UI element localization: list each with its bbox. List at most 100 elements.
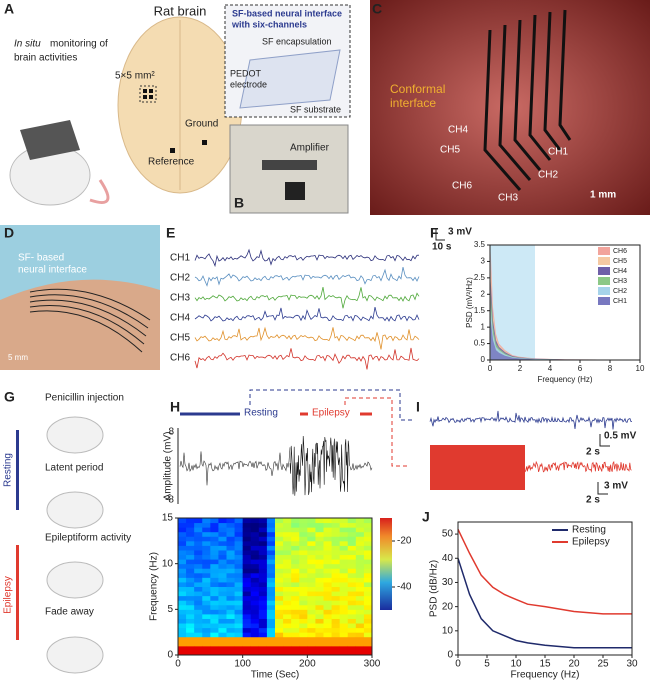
spectrogram-cell	[258, 540, 268, 546]
spectrogram-cell	[299, 586, 308, 592]
spectrogram-cell	[291, 572, 300, 578]
spectrogram-cell	[178, 563, 187, 569]
spectrogram-cell	[363, 595, 373, 601]
spectrogram-cell	[323, 531, 333, 537]
spectrogram-cell	[226, 572, 236, 578]
spectrogram-cell	[194, 613, 203, 619]
epilepsy-label: Epilepsy	[312, 408, 350, 419]
spectrogram-cell	[275, 632, 284, 638]
spectrogram-cell	[275, 613, 284, 619]
resting-label: Resting	[244, 408, 278, 419]
spectrogram-cell	[283, 554, 292, 560]
spectrogram-cell	[178, 536, 187, 542]
spectrogram-cell	[234, 623, 244, 629]
spectrogram-cell	[275, 591, 284, 597]
x-tick-label: 6	[578, 364, 583, 373]
spectrogram-cell	[218, 636, 227, 642]
psd-line	[457, 528, 632, 615]
spectrogram-cell	[283, 618, 292, 624]
spectrogram-cell	[194, 554, 203, 560]
spectrogram-cell	[299, 554, 308, 560]
spectrogram-cell	[363, 572, 373, 578]
spectrogram-cell	[218, 632, 227, 638]
spectrogram-cell	[275, 627, 284, 633]
spectrogram-cell	[315, 536, 324, 542]
spectrogram-cell	[250, 549, 260, 556]
spectrogram-cell	[226, 609, 236, 615]
reference-label: Reference	[148, 157, 195, 168]
spectrogram-cell	[258, 600, 268, 606]
spectrogram-cell	[299, 600, 308, 606]
spectrogram-cell	[242, 568, 252, 574]
spectrogram-cell	[258, 645, 268, 651]
spectrogram-cell	[315, 522, 324, 528]
spectrogram-cell	[355, 650, 365, 656]
ground-pin	[202, 140, 207, 145]
spectrogram-cell	[178, 632, 187, 638]
decay-trace	[524, 460, 632, 473]
spectrogram-cell	[363, 536, 373, 542]
spectrogram-cell	[299, 636, 308, 642]
spectrogram-cell	[194, 536, 203, 542]
spectrogram-cell	[250, 522, 260, 528]
y-tick-label: 40	[442, 553, 454, 564]
legend-swatch	[598, 277, 610, 285]
spectrogram-cell	[242, 613, 252, 619]
spectrogram-cell	[331, 559, 341, 565]
spectrogram-cell	[347, 572, 357, 578]
spectrogram-cell	[291, 540, 300, 546]
spectrogram-cell	[266, 540, 276, 546]
spectrogram-cell	[339, 600, 349, 606]
spectrogram-cell	[266, 559, 276, 565]
spectrogram-cell	[258, 609, 268, 615]
spectrogram-cell	[363, 531, 373, 537]
scale-bar	[435, 228, 445, 241]
spectrogram-cell	[258, 613, 268, 619]
spectrogram-cell	[331, 613, 341, 619]
spectrogram-cell	[186, 559, 195, 565]
spectrogram-cell	[178, 600, 187, 606]
spectrogram-cell	[291, 618, 300, 624]
spectrogram-cell	[266, 609, 276, 615]
spectrogram-cell	[258, 581, 268, 587]
spectrogram-cell	[178, 604, 187, 610]
spectrogram-cell	[283, 613, 292, 619]
spectrogram-cell	[242, 559, 252, 565]
spectrogram-cell	[242, 595, 252, 601]
spectrogram-cell	[186, 641, 195, 647]
panel-label: B	[234, 195, 244, 211]
spectrogram-cell	[291, 522, 300, 528]
spectrogram-cell	[323, 609, 333, 615]
spectrogram-cell	[226, 650, 236, 656]
spectrogram-cell	[275, 563, 284, 569]
spectrogram-cell	[315, 554, 324, 560]
spectrogram-cell	[234, 522, 244, 528]
spectrogram-cell	[307, 522, 316, 528]
spectrogram-cell	[307, 627, 316, 633]
eeg-trace	[194, 347, 420, 370]
eeg-trace	[194, 248, 420, 268]
spectrogram-cell	[226, 613, 236, 619]
spectrogram-cell	[339, 572, 349, 578]
spectrogram-cell	[315, 531, 324, 537]
spectrogram-cell	[315, 627, 324, 633]
spectrogram-cell	[299, 559, 308, 565]
spectrogram-cell	[283, 545, 292, 551]
channel-label: CH1	[548, 147, 568, 158]
spectrogram-cell	[218, 545, 227, 551]
spectrogram-cell	[178, 540, 187, 546]
spectrogram-cell	[194, 559, 203, 565]
y-tick-label: 0	[481, 355, 486, 364]
scale-bar	[599, 434, 610, 447]
spectrogram-cell	[186, 563, 195, 569]
spectrogram-cell	[266, 641, 276, 647]
spectrogram-cell	[186, 613, 195, 619]
spectrogram-cell	[283, 572, 292, 578]
spectrogram-cell	[186, 527, 195, 533]
arm	[0, 279, 160, 370]
step-label: Fade away	[45, 607, 94, 618]
legend-swatch	[598, 257, 610, 265]
spectrogram-cell	[250, 581, 260, 587]
spectrogram-cell	[186, 518, 195, 524]
spectrogram-cell	[299, 540, 308, 546]
